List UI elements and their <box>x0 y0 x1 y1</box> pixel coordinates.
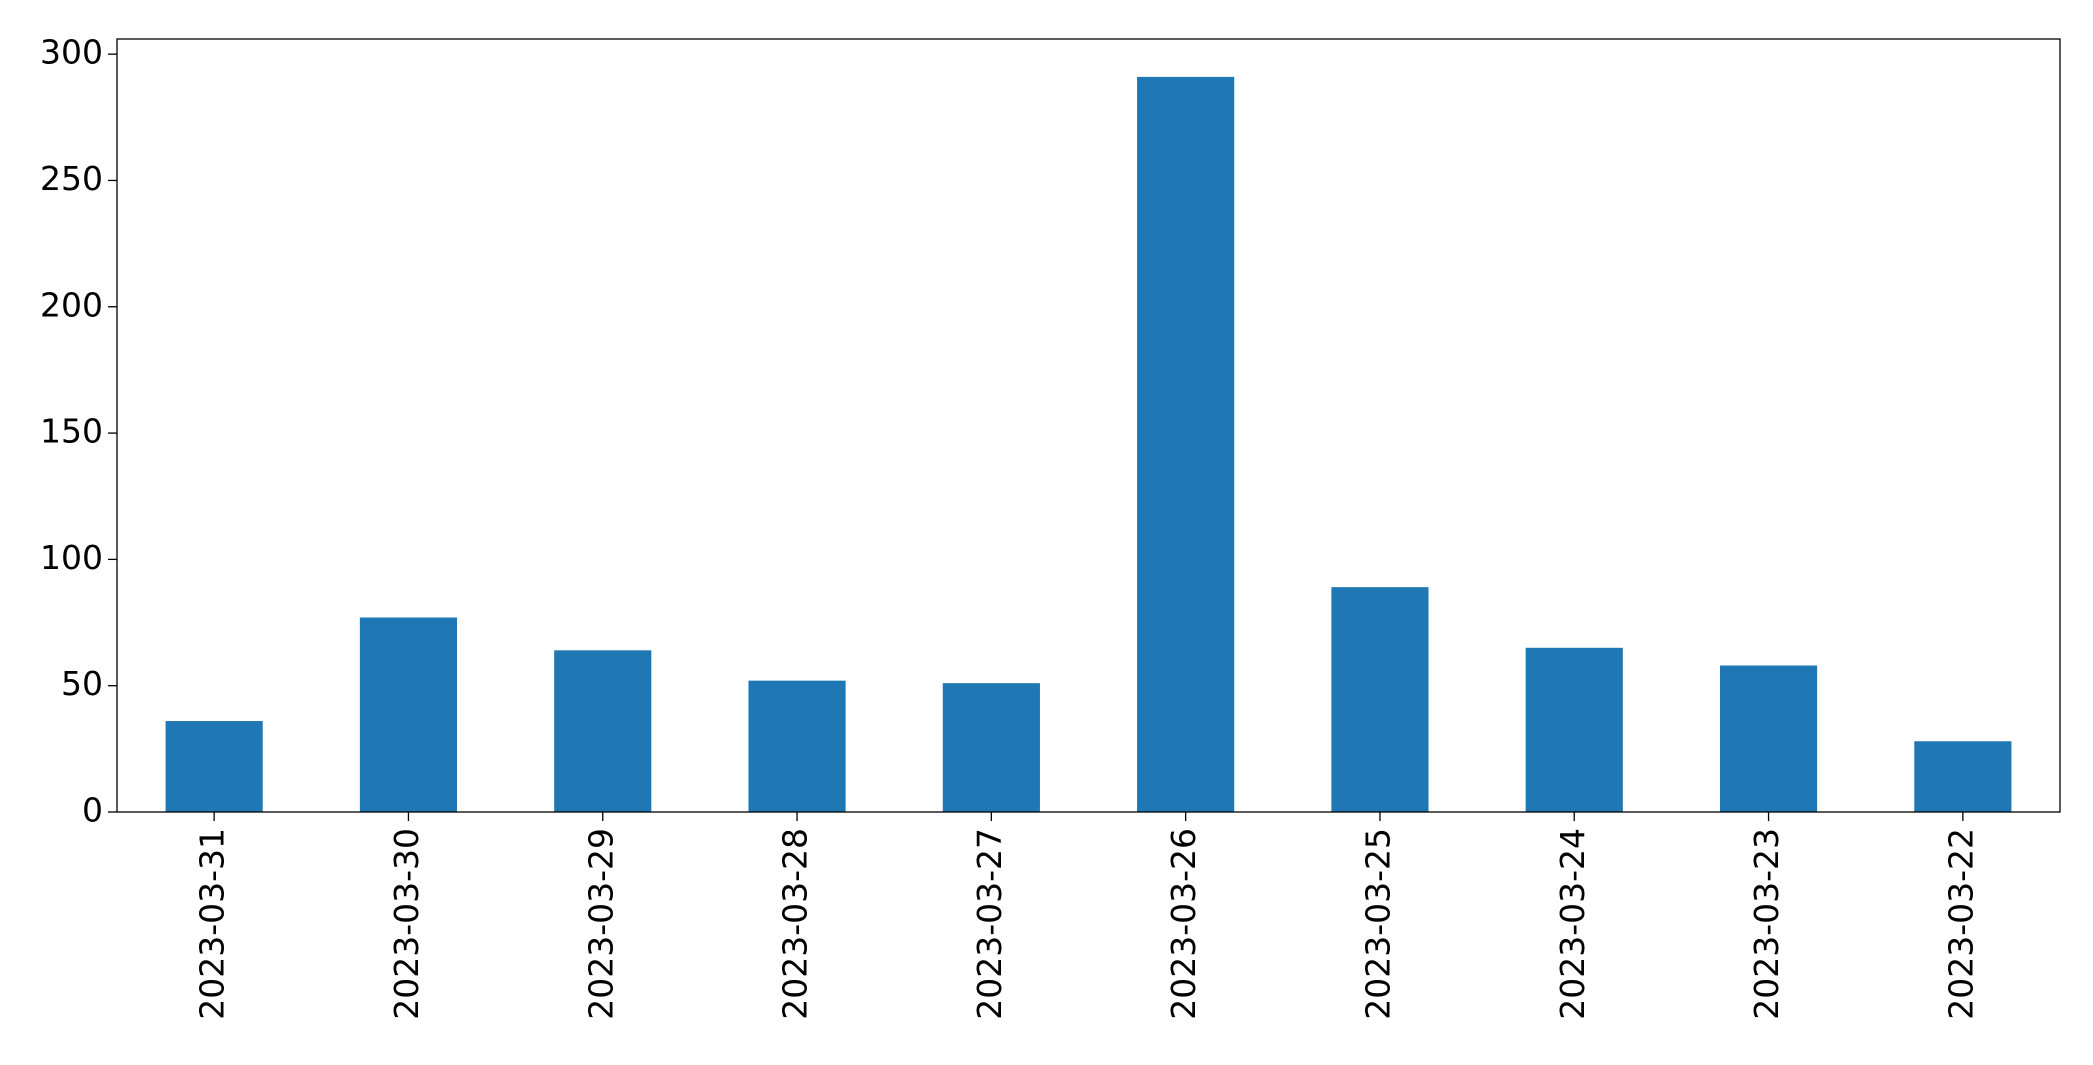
bar-2023-03-27 <box>942 683 1040 812</box>
bar-2023-03-26 <box>1137 76 1235 813</box>
bar-2023-03-23 <box>1719 665 1818 812</box>
y-axis: 0 50 100 150 200 250 300 <box>40 33 117 830</box>
x-tick-label: 2023-03-26 <box>1164 828 1203 1020</box>
y-tick-label: 250 <box>40 159 103 198</box>
bar-2023-03-30 <box>359 617 458 812</box>
x-axis: 2023-03-31 2023-03-30 2023-03-29 2023-03-28… <box>193 812 1980 1020</box>
y-tick-label: 200 <box>40 285 103 324</box>
x-tick-label: 2023-03-23 <box>1747 828 1786 1020</box>
y-tick-label: 300 <box>40 33 103 72</box>
x-tick-label: 2023-03-22 <box>1941 828 1980 1020</box>
bar-2023-03-25 <box>1331 587 1429 812</box>
bar-2023-03-24 <box>1525 647 1623 812</box>
y-tick-label: 50 <box>61 664 103 703</box>
x-tick-label: 2023-03-28 <box>776 828 815 1020</box>
x-tick-label: 2023-03-27 <box>970 828 1009 1020</box>
x-tick-label: 2023-03-30 <box>387 828 426 1020</box>
x-tick-label: 2023-03-29 <box>581 828 620 1020</box>
bar-2023-03-29 <box>554 650 652 812</box>
y-tick-label: 100 <box>40 538 103 577</box>
bars-layer <box>165 76 2012 813</box>
bar-2023-03-22 <box>1914 741 2012 812</box>
plot-area-frame <box>116 38 2061 813</box>
y-tick-label: 0 <box>82 791 103 830</box>
x-tick-label: 2023-03-24 <box>1553 828 1592 1020</box>
bar-2023-03-28 <box>748 680 846 812</box>
x-tick-label: 2023-03-25 <box>1358 828 1397 1020</box>
bar-2023-03-31 <box>165 721 263 812</box>
x-tick-label: 2023-03-31 <box>193 828 232 1020</box>
y-tick-label: 150 <box>40 412 103 451</box>
